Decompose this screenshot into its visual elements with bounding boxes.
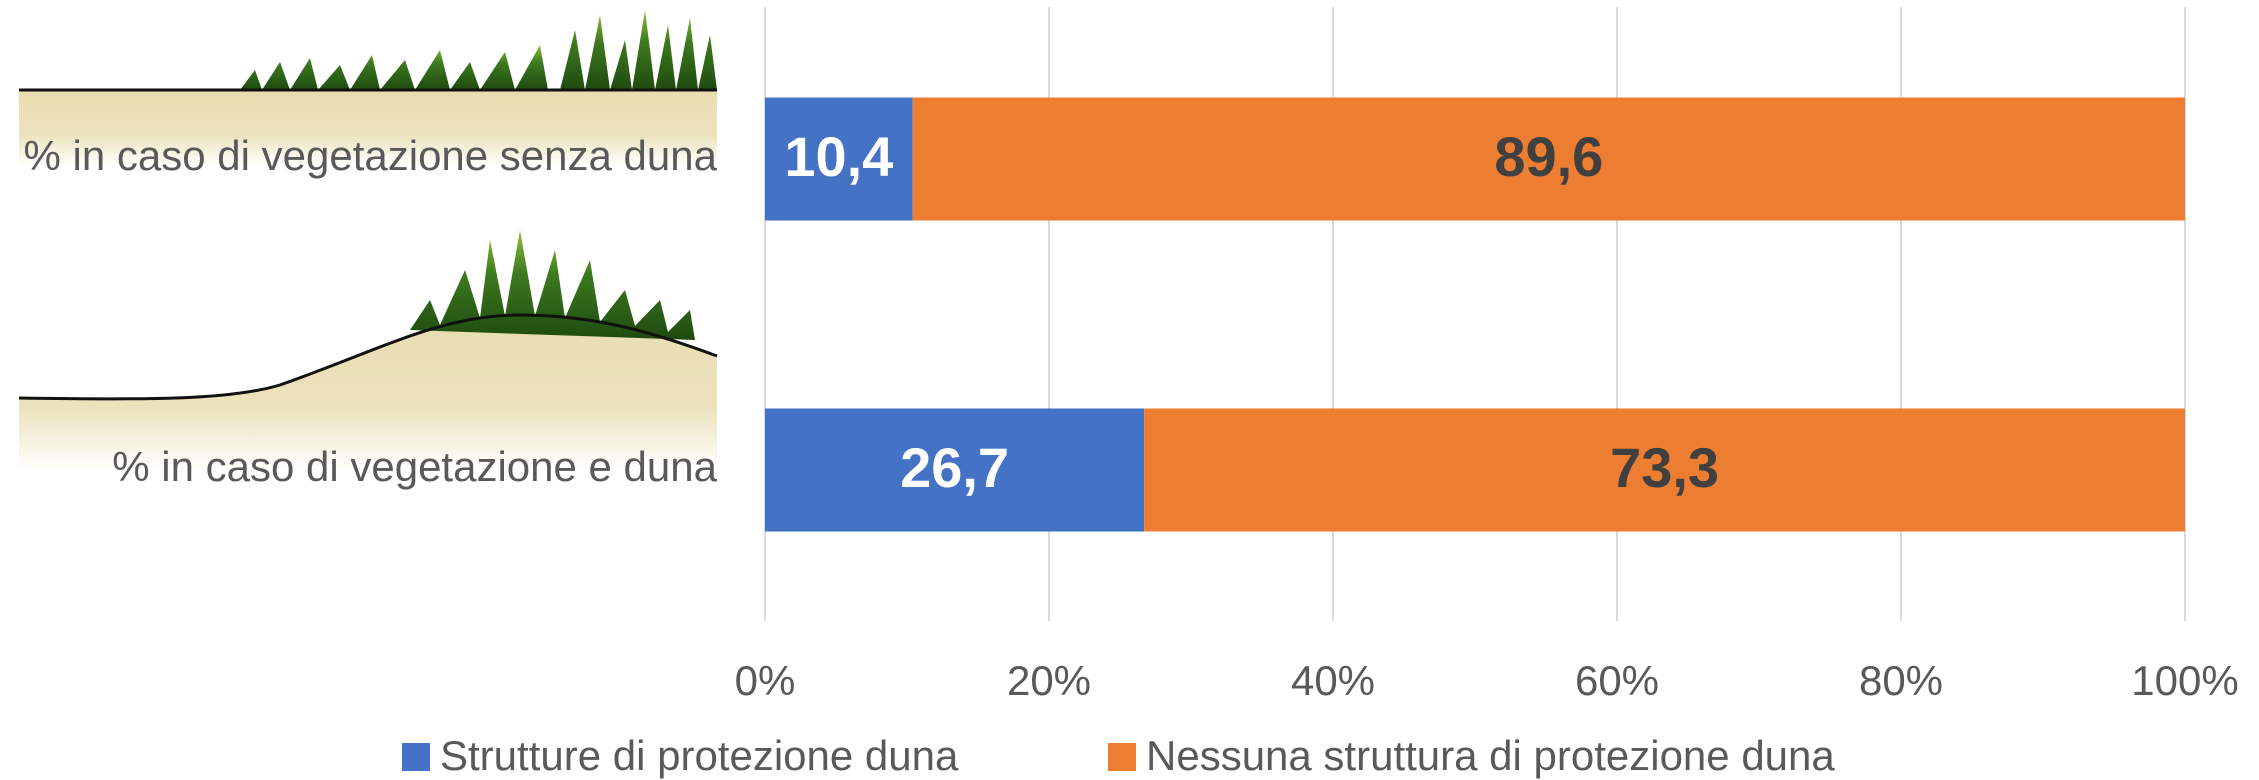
value-label: 26,7 (900, 436, 1009, 499)
legend: Strutture di protezione duna Nessuna stru… (402, 732, 1835, 779)
legend-label: Strutture di protezione duna (440, 732, 959, 779)
value-label: 10,4 (784, 125, 893, 188)
category-label: % in caso di vegetazione senza duna (24, 132, 718, 179)
illustration-dune (19, 230, 717, 470)
chart: Strutture di protezione duna Nessuna stru… (0, 0, 2259, 780)
value-label: 89,6 (1494, 125, 1603, 188)
legend-swatch (1108, 743, 1136, 771)
x-tick-label: 0% (735, 657, 796, 704)
x-tick-label: 100% (2131, 657, 2238, 704)
x-tick-label: 20% (1007, 657, 1091, 704)
legend-swatch (402, 743, 430, 771)
x-tick-label: 80% (1859, 657, 1943, 704)
x-tick-label: 40% (1291, 657, 1375, 704)
x-tick-label: 60% (1575, 657, 1659, 704)
category-label: % in caso di vegetazione e duna (112, 443, 717, 490)
value-label: 73,3 (1610, 436, 1719, 499)
legend-label: Nessuna struttura di protezione duna (1146, 732, 1835, 779)
